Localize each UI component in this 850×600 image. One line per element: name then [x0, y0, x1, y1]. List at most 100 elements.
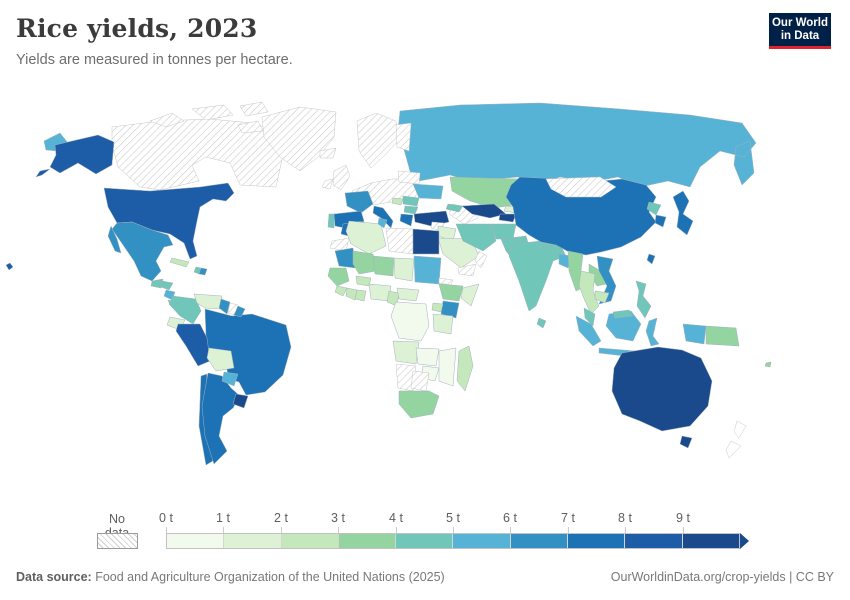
- country-mexico[interactable]: [107, 221, 174, 282]
- country-bangladesh[interactable]: [558, 253, 572, 269]
- country-central-african-republic[interactable]: [396, 287, 420, 302]
- country-fiji[interactable]: [764, 361, 772, 368]
- country-vietnam[interactable]: [596, 255, 617, 305]
- region-senegal-guinea[interactable]: [327, 267, 350, 287]
- country-somalia[interactable]: [460, 283, 480, 307]
- country-norway-sweden[interactable]: [356, 112, 400, 169]
- color-scale-ramp: [166, 533, 740, 549]
- country-tanzania[interactable]: [432, 313, 454, 335]
- country-uganda[interactable]: [431, 302, 444, 313]
- country-nepal[interactable]: [540, 242, 560, 253]
- country-honduras[interactable]: [160, 280, 174, 291]
- country-paraguay[interactable]: [221, 371, 239, 387]
- country-dominican-republic[interactable]: [198, 267, 208, 276]
- country-madagascar[interactable]: [456, 345, 474, 392]
- country-argentina[interactable]: [201, 372, 241, 465]
- country-malaysia[interactable]: [583, 307, 596, 327]
- country-oman[interactable]: [474, 250, 488, 269]
- country-france[interactable]: [344, 190, 374, 214]
- country-niger[interactable]: [372, 255, 395, 277]
- country-china[interactable]: [505, 176, 657, 256]
- country-cote-divoire[interactable]: [345, 287, 358, 301]
- owid-logo[interactable]: Our World in Data: [769, 13, 831, 49]
- country-angola[interactable]: [392, 340, 420, 365]
- country-canada-arctic[interactable]: [149, 101, 293, 134]
- country-philippines[interactable]: [635, 280, 652, 319]
- country-libya[interactable]: [385, 227, 414, 255]
- country-sri-lanka[interactable]: [536, 317, 547, 329]
- country-french-guiana[interactable]: [233, 305, 246, 318]
- legend-tick-8: 8 t: [618, 511, 632, 525]
- country-iran[interactable]: [455, 223, 497, 252]
- country-venezuela[interactable]: [193, 293, 223, 310]
- country-new-zealand[interactable]: [725, 420, 747, 459]
- ramp-segment-2[interactable]: [281, 534, 338, 548]
- legend-tickmark: [453, 527, 454, 533]
- country-romania[interactable]: [402, 195, 420, 207]
- country-finland[interactable]: [395, 122, 412, 152]
- country-mali[interactable]: [352, 250, 377, 275]
- country-yemen[interactable]: [457, 263, 477, 277]
- country-bulgaria[interactable]: [403, 205, 419, 215]
- region-sierra-leone-liberia[interactable]: [334, 285, 348, 297]
- ramp-segment-7[interactable]: [568, 534, 625, 548]
- region-ghana-togo-benin[interactable]: [354, 289, 367, 302]
- region-caucasus[interactable]: [445, 203, 464, 213]
- world-choropleth-map: [5, 101, 772, 466]
- country-botswana[interactable]: [410, 370, 430, 392]
- ramp-segment-4[interactable]: [396, 534, 453, 548]
- country-australia[interactable]: [611, 346, 713, 449]
- country-portugal[interactable]: [327, 213, 335, 229]
- owid-cc-link[interactable]: OurWorldinData.org/crop-yields | CC BY: [610, 570, 834, 584]
- country-chad[interactable]: [393, 257, 415, 282]
- country-papua-new-guinea[interactable]: [705, 325, 740, 347]
- country-south-africa[interactable]: [398, 390, 440, 419]
- country-dr-congo[interactable]: [390, 301, 430, 342]
- legend-tickmark: [396, 527, 397, 533]
- country-peru[interactable]: [175, 323, 211, 367]
- country-iceland[interactable]: [319, 147, 337, 159]
- legend-tick-0: 0 t: [159, 511, 173, 525]
- ramp-segment-6[interactable]: [510, 534, 568, 548]
- country-japan[interactable]: [672, 190, 694, 236]
- country-united-kingdom[interactable]: [332, 164, 351, 191]
- country-taiwan[interactable]: [646, 253, 656, 265]
- ramp-segment-5[interactable]: [453, 534, 510, 548]
- country-uruguay[interactable]: [232, 393, 249, 409]
- country-sudan[interactable]: [413, 255, 442, 285]
- country-tajikistan[interactable]: [498, 213, 517, 223]
- country-hungary[interactable]: [391, 197, 404, 206]
- country-ethiopia[interactable]: [438, 283, 464, 302]
- ramp-segment-8[interactable]: [625, 534, 682, 548]
- country-mozambique[interactable]: [438, 347, 457, 387]
- legend-tickmark: [683, 527, 684, 533]
- country-guyana[interactable]: [218, 298, 231, 315]
- country-cambodia[interactable]: [594, 290, 610, 304]
- ramp-segment-3[interactable]: [338, 534, 396, 548]
- country-greece[interactable]: [399, 213, 414, 227]
- country-cuba[interactable]: [169, 257, 190, 268]
- legend-tickmark: [166, 527, 167, 533]
- country-malaysia-borneo[interactable]: [612, 309, 634, 319]
- country-mongolia[interactable]: [545, 176, 617, 198]
- country-ukraine[interactable]: [412, 183, 444, 200]
- country-guatemala[interactable]: [150, 278, 164, 289]
- no-data-swatch[interactable]: [97, 533, 138, 549]
- country-uzbekistan[interactable]: [461, 203, 507, 219]
- country-india[interactable]: [508, 240, 567, 312]
- ramp-segment-0[interactable]: [167, 534, 224, 548]
- country-thailand[interactable]: [578, 270, 600, 315]
- ramp-segment-9[interactable]: [682, 534, 739, 548]
- country-zambia[interactable]: [415, 347, 440, 367]
- country-south-korea[interactable]: [654, 214, 667, 228]
- country-burkina-faso[interactable]: [355, 275, 372, 287]
- region-belarus-baltics[interactable]: [397, 170, 421, 185]
- country-bolivia[interactable]: [206, 347, 235, 372]
- country-ireland[interactable]: [321, 178, 334, 190]
- country-egypt[interactable]: [412, 228, 440, 255]
- ramp-segment-1[interactable]: [224, 534, 281, 548]
- country-greenland[interactable]: [261, 106, 337, 172]
- country-canada[interactable]: [111, 118, 285, 191]
- country-united-states[interactable]: [5, 134, 235, 271]
- country-tunisia[interactable]: [377, 217, 388, 229]
